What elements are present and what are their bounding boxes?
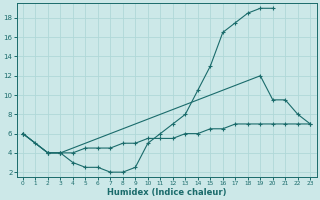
X-axis label: Humidex (Indice chaleur): Humidex (Indice chaleur) bbox=[107, 188, 226, 197]
